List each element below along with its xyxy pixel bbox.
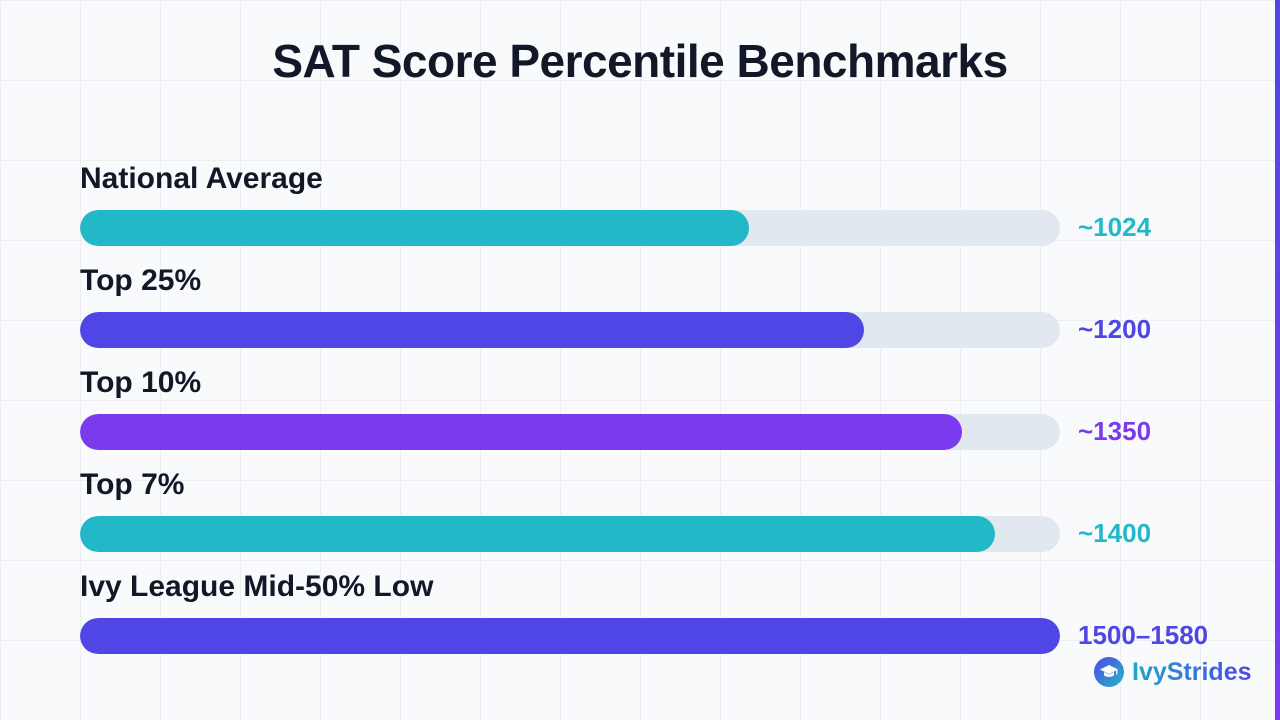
accent-stripe [1275, 0, 1280, 720]
graduation-cap-icon [1094, 657, 1124, 687]
bar-chart: National Average ~1024 Top 25% ~1200 Top 10%… [80, 0, 1260, 700]
value-label: ~1350 [1078, 416, 1152, 446]
bar [80, 618, 1060, 654]
bar [80, 414, 962, 450]
bar [80, 516, 995, 552]
bar [80, 210, 749, 246]
bar-track [80, 618, 1060, 654]
category-label: Ivy League Mid-50% Low [80, 570, 434, 603]
bar [80, 312, 864, 348]
category-label: Top 25% [80, 264, 202, 297]
brand-logo: IvyStrides [1094, 656, 1252, 688]
bar-track [80, 312, 1060, 348]
value-label: ~1024 [1078, 212, 1152, 242]
bar-track [80, 516, 1060, 552]
value-label: ~1200 [1078, 314, 1152, 344]
value-label: 1500–1580 [1078, 620, 1209, 650]
category-label: Top 10% [80, 366, 202, 399]
category-label: National Average [80, 162, 323, 195]
bar-track [80, 210, 1060, 246]
category-label: Top 7% [80, 468, 185, 501]
value-label: ~1400 [1078, 518, 1152, 548]
chart-title: SAT Score Percentile Benchmarks [272, 35, 1008, 87]
brand-name: IvyStrides [1132, 657, 1252, 686]
bar-track [80, 414, 1060, 450]
